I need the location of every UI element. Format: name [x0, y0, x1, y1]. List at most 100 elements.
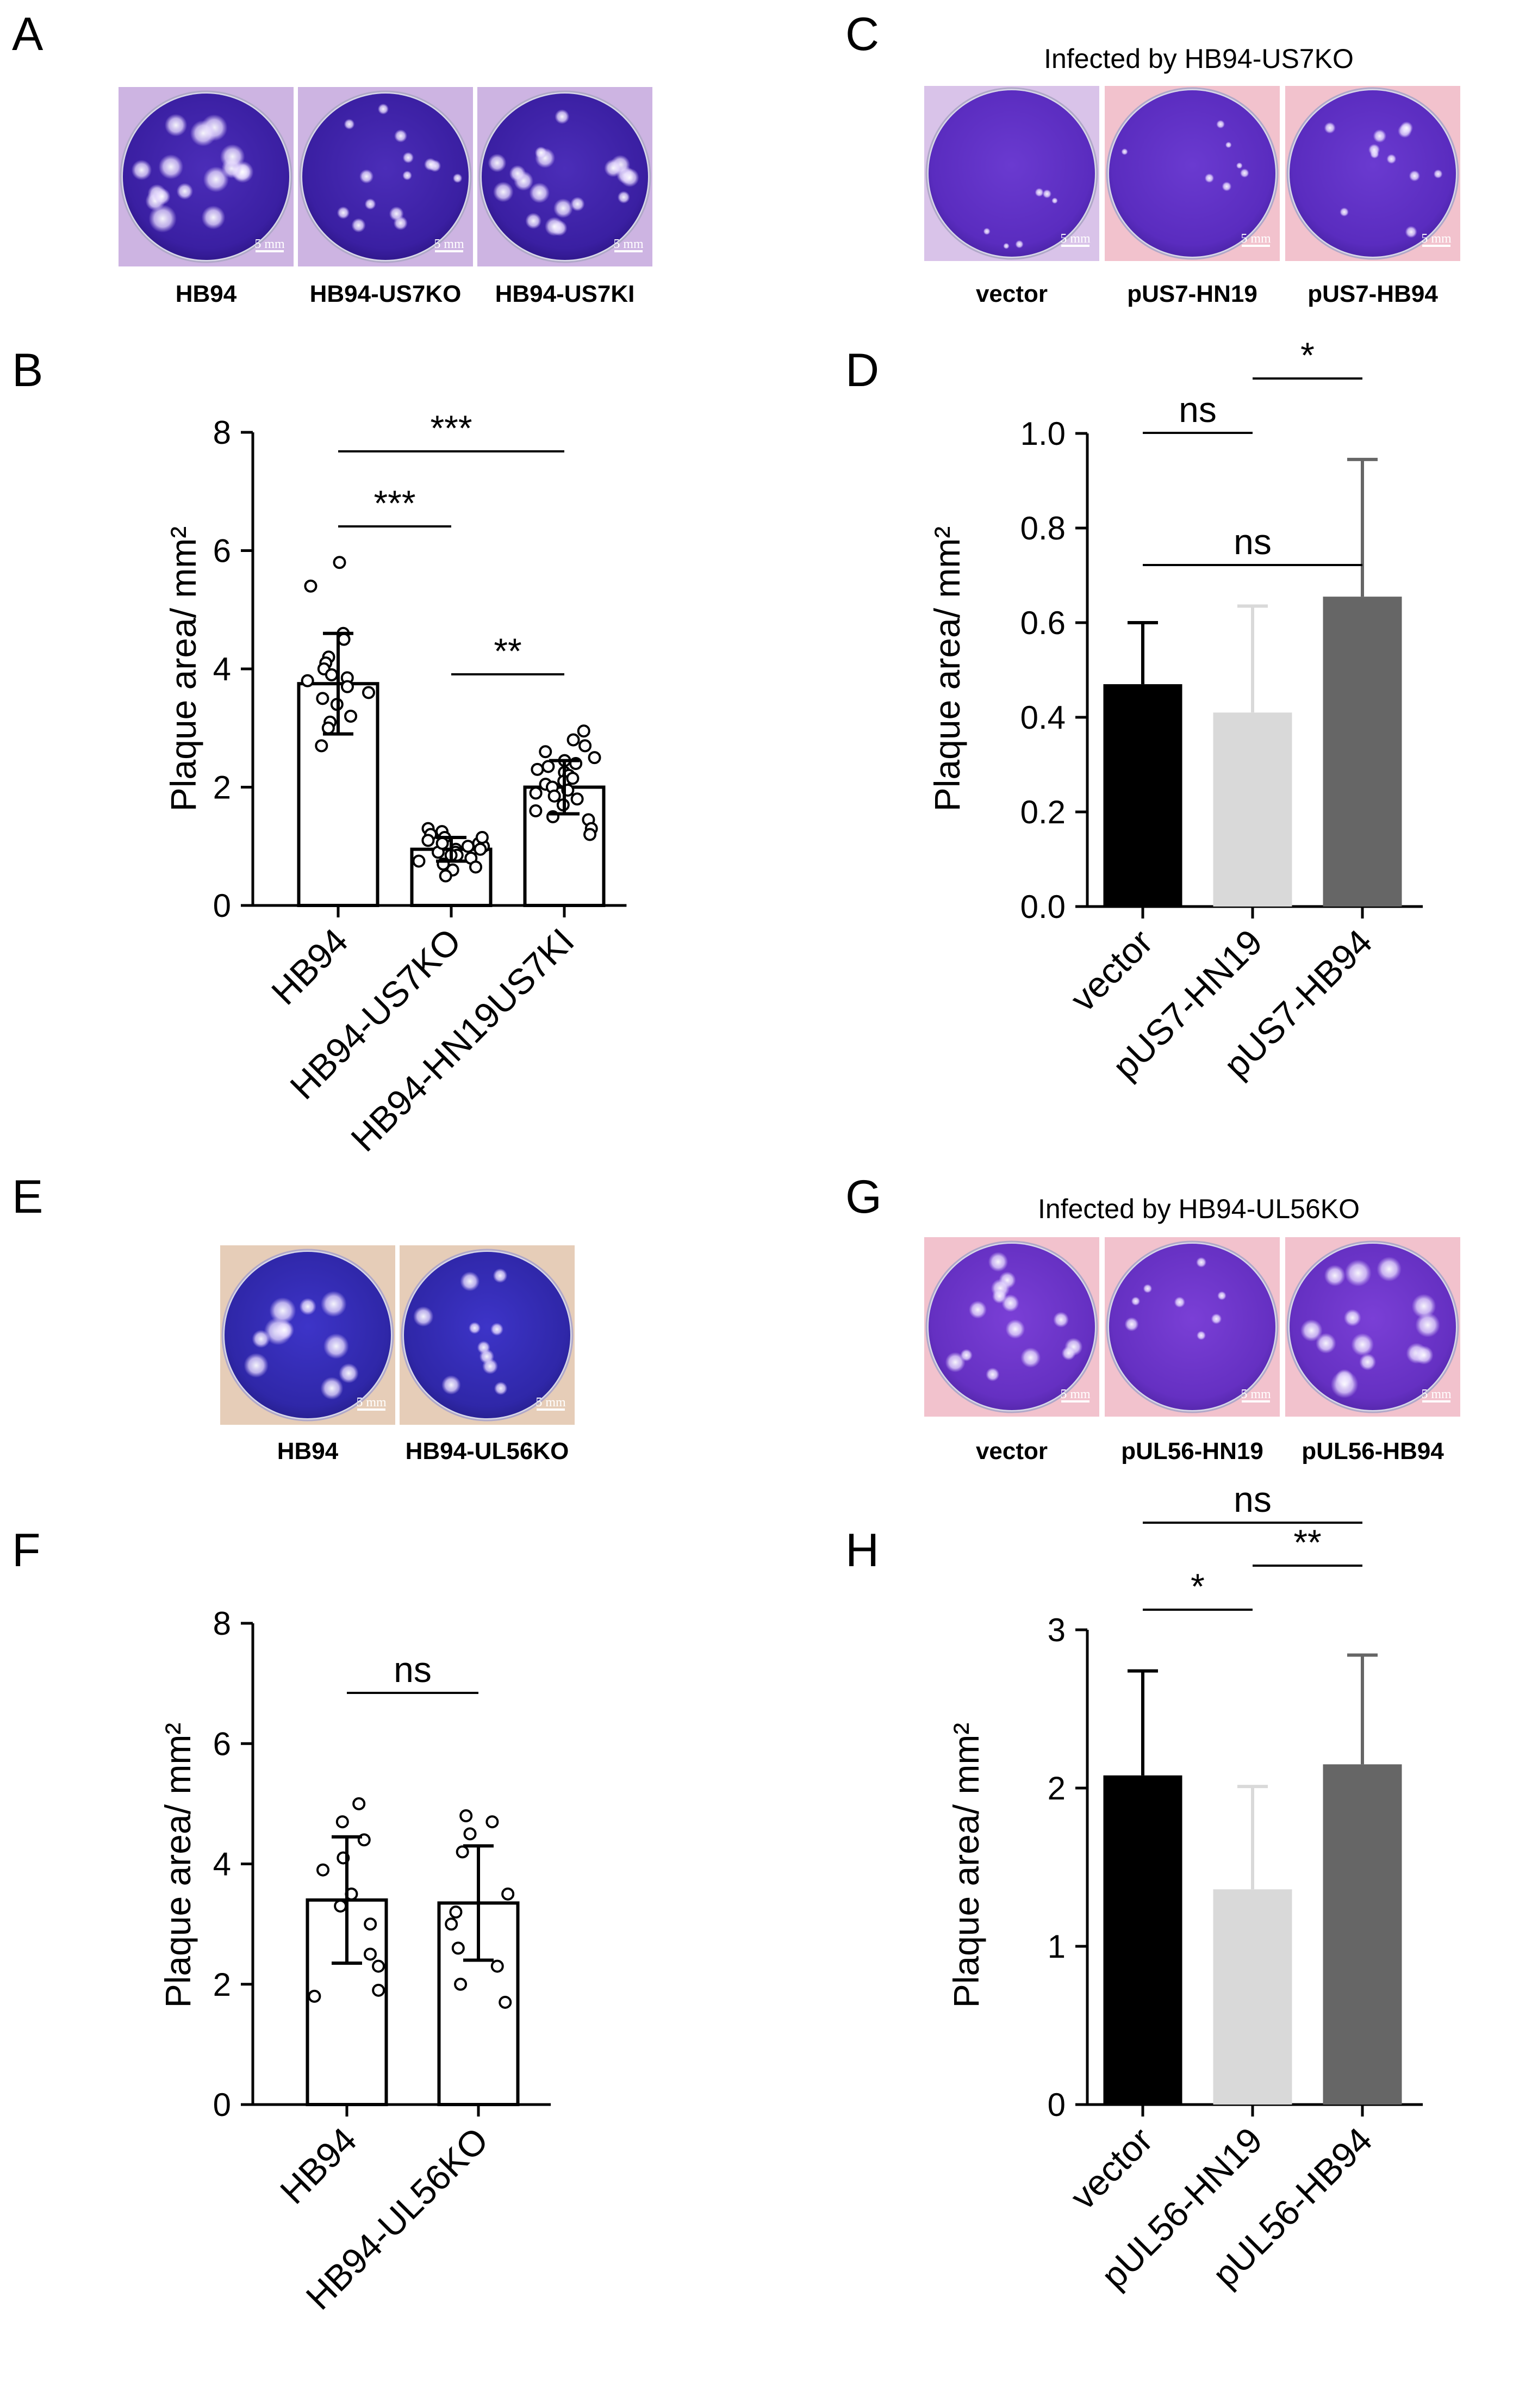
dish-caption: HB94	[176, 281, 237, 307]
data-point-b	[469, 860, 483, 874]
plaque	[274, 1320, 294, 1340]
panel-letter-F: F	[12, 1524, 41, 1577]
plaque	[534, 146, 547, 159]
plaque	[1174, 1296, 1186, 1308]
significance-label-f: ns	[394, 1649, 432, 1690]
plaque	[1324, 1265, 1346, 1287]
panel-letter-B: B	[12, 344, 43, 396]
y-axis-label-h: Plaque area/ mm²	[946, 1723, 986, 2008]
data-point-f	[308, 1989, 321, 2003]
plaque	[1315, 1333, 1336, 1354]
scale-bar-label: 5 mm	[1421, 1387, 1452, 1401]
plaque	[493, 181, 514, 202]
y-tick-label-d: 0.6	[1020, 605, 1066, 641]
plaque	[359, 169, 374, 184]
panel-g-header: Infected by HB94-UL56KO	[1038, 1194, 1360, 1224]
plaque	[1211, 1313, 1222, 1325]
plaque	[488, 153, 507, 172]
plaque	[424, 158, 437, 171]
plaque-dish-e-1: 5 mm	[220, 1245, 395, 1425]
plaque	[1386, 154, 1397, 164]
significance-label-d: *	[1300, 335, 1315, 375]
plaque-photos-g: 5 mm vector 5 mm pUL56-HN19 5 mm pUL56-HB94	[924, 1237, 1460, 1464]
plaque	[1204, 173, 1215, 183]
plaque	[320, 1290, 347, 1317]
dish-caption: pUL56-HB94	[1302, 1438, 1444, 1464]
plaque	[1222, 181, 1232, 191]
dish-stain	[482, 94, 648, 260]
significance-label-h: ns	[1234, 1479, 1272, 1519]
plaque	[1340, 207, 1349, 217]
plaque-dish-c-2: 5 mm	[1105, 86, 1280, 261]
y-tick-label-b: 0	[213, 888, 231, 924]
data-point-f	[372, 1983, 385, 1997]
significance-label-h: **	[1293, 1522, 1321, 1562]
plaque	[988, 1252, 1008, 1272]
scale-bar-label: 5 mm	[1421, 232, 1452, 246]
plaque	[1415, 1312, 1440, 1338]
plaque	[176, 183, 194, 200]
data-point-f	[372, 1959, 385, 1973]
plaque	[1217, 1291, 1226, 1300]
plaque-photos-c: 5 mm vector 5 mm pUS7-HN19 5 mm pUS7-HB94	[924, 86, 1460, 307]
y-tick-label-d: 0.4	[1020, 699, 1066, 736]
data-point-f	[449, 1906, 463, 1919]
data-point-f	[352, 1797, 366, 1810]
data-point-b	[541, 760, 555, 773]
plaque	[604, 159, 622, 177]
plaque	[1196, 1257, 1207, 1268]
plaque	[1405, 226, 1417, 238]
significance-label-b: **	[494, 631, 521, 671]
data-point-f	[499, 1995, 512, 2009]
data-point-b	[325, 668, 338, 681]
significance-label-h: *	[1191, 1566, 1205, 1606]
data-point-f	[364, 1947, 377, 1961]
y-tick-label-h: 2	[1048, 1770, 1066, 1807]
dish-caption: pUS7-HN19	[1127, 281, 1257, 307]
plaque	[617, 191, 630, 204]
plaque	[1216, 120, 1225, 129]
y-tick-label-f: 2	[213, 1966, 231, 2003]
data-point-f	[456, 1845, 469, 1859]
plaque	[968, 1300, 987, 1319]
dish-stain	[929, 90, 1095, 257]
scale-bar-label: 5 mm	[536, 1395, 566, 1410]
plaque	[1351, 1333, 1374, 1356]
plaque	[389, 206, 404, 221]
data-point-b	[439, 869, 452, 883]
dish-caption: pUL56-HN19	[1121, 1438, 1263, 1464]
plaque	[1409, 170, 1421, 182]
plaque-photos-e: 5 mm HB94 5 mm HB94-UL56KO	[220, 1245, 575, 1464]
significance-label-b: ***	[430, 408, 472, 448]
bar-d-1	[1103, 684, 1182, 907]
data-point-b	[570, 792, 584, 806]
bar-h-3	[1323, 1764, 1402, 2105]
plaque	[1225, 141, 1232, 148]
plaque-dish-a-3: 5 mm	[477, 87, 652, 266]
plaque	[460, 1271, 480, 1292]
bar-d-2	[1213, 712, 1292, 907]
plaque	[320, 1376, 344, 1400]
data-point-f	[490, 1959, 504, 1973]
plaque-dish-a-1: 5 mm	[119, 87, 294, 266]
plaque	[1240, 168, 1249, 178]
y-tick-label-f: 0	[213, 2087, 231, 2123]
plaque	[1131, 1296, 1141, 1306]
plaque	[1042, 189, 1052, 198]
plaque	[468, 1321, 481, 1335]
plaque	[131, 159, 152, 181]
plaque	[553, 198, 573, 219]
data-point-b	[304, 579, 317, 593]
plaque	[1414, 1345, 1434, 1365]
scale-bar-label: 5 mm	[356, 1395, 387, 1410]
plaque	[377, 103, 389, 115]
plaque	[1053, 1312, 1069, 1328]
plaque	[525, 213, 542, 229]
data-point-b	[461, 840, 475, 853]
data-point-b	[474, 842, 487, 856]
data-point-f	[316, 1863, 330, 1877]
data-point-b	[362, 686, 376, 699]
dish-stain	[302, 94, 469, 260]
